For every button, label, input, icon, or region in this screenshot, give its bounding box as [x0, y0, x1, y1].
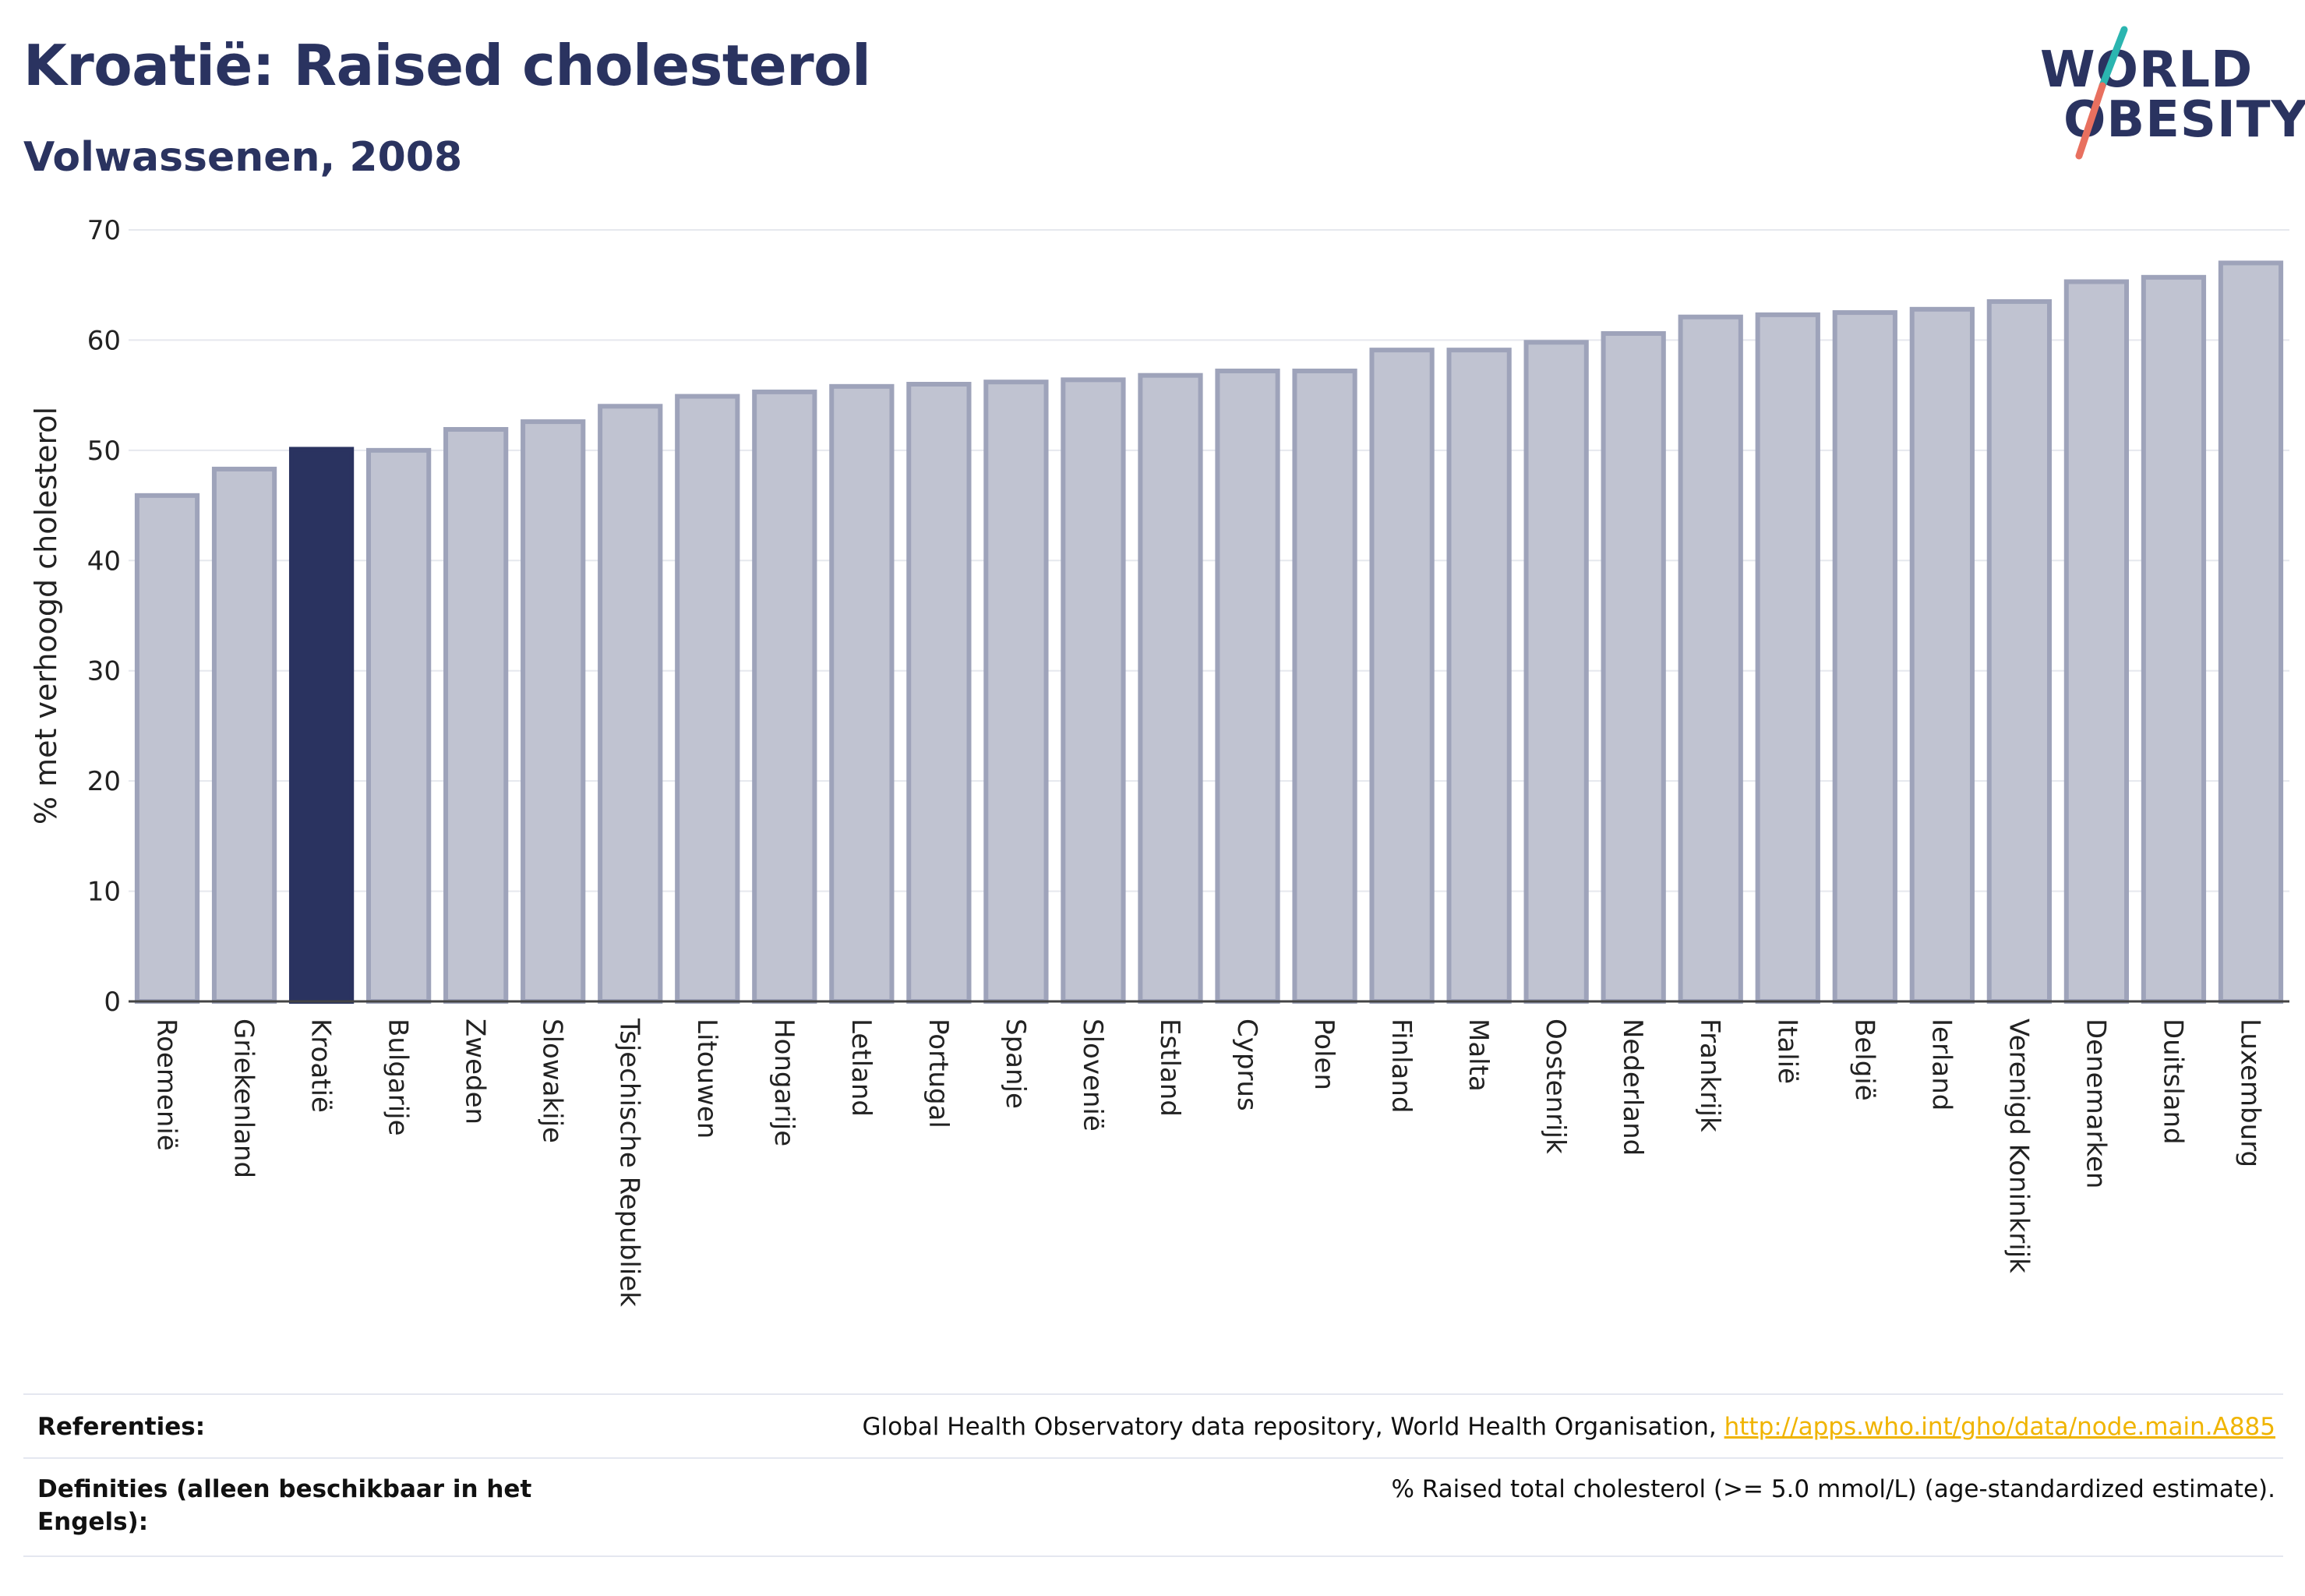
bar — [1369, 348, 1435, 1004]
y-tick-label: 10 — [87, 877, 121, 908]
x-tick-label: Estland — [1154, 1019, 1185, 1117]
y-tick-label: 0 — [104, 987, 121, 1018]
x-tick-label: Duitsland — [2157, 1019, 2188, 1145]
x-tick-label: Verenigd Koninkrijk — [2003, 1019, 2034, 1273]
x-tick-label: Frankrijk — [1694, 1019, 1725, 1132]
page-title: Kroatië: Raised cholesterol — [23, 33, 871, 98]
x-tick-label: Griekenland — [228, 1019, 259, 1178]
bar — [1601, 330, 1666, 1004]
bar — [1215, 369, 1280, 1004]
logo-text-world: WORLD — [2040, 41, 2254, 99]
bar — [2141, 274, 2207, 1005]
references-text: Global Health Observatory data repositor… — [862, 1413, 1717, 1441]
logo-text-obesity: OBESITY — [2063, 91, 2305, 149]
bar — [906, 382, 972, 1004]
bar — [2063, 279, 2130, 1004]
x-tick-label: Portugal — [923, 1019, 954, 1128]
page-subtitle: Volwassenen, 2008 — [23, 134, 463, 181]
bar — [1909, 306, 1975, 1005]
references-value: Global Health Observatory data repositor… — [863, 1411, 2275, 1443]
y-tick-label: 40 — [87, 546, 121, 577]
world-obesity-logo[interactable]: WORLD OBESITY — [2040, 23, 2305, 164]
references-label: Referenties: — [37, 1413, 206, 1441]
definitions-row: Definities (alleen beschikbaar in het En… — [23, 1457, 2283, 1557]
bar — [983, 380, 1049, 1004]
y-tick-label: 30 — [87, 656, 121, 687]
x-tick-label: Spanje — [1000, 1019, 1031, 1109]
x-tick-label: Italië — [1771, 1019, 1802, 1084]
bar — [1678, 314, 1743, 1004]
bar — [211, 466, 277, 1004]
x-tick-label: België — [1848, 1019, 1880, 1101]
x-tick-label: Letland — [845, 1019, 877, 1117]
bar — [675, 394, 740, 1004]
y-tick-label: 60 — [87, 325, 121, 356]
bar — [366, 447, 432, 1005]
bar — [2218, 260, 2284, 1004]
definitions-value: % Raised total cholesterol (>= 5.0 mmol/… — [1391, 1475, 2275, 1503]
bar — [829, 383, 895, 1005]
bar — [1986, 298, 2052, 1004]
y-axis-label: % met verhoogd cholesterol — [29, 407, 63, 824]
references-row: Referenties: Global Health Observatory d… — [23, 1393, 2283, 1459]
bar — [598, 404, 663, 1004]
x-tick-label: Ierland — [1926, 1019, 1957, 1110]
footer-table: Referenties: Global Health Observatory d… — [23, 1393, 2283, 1565]
y-tick-label: 50 — [87, 436, 121, 467]
bar — [1755, 312, 1820, 1004]
bar — [752, 389, 817, 1004]
x-tick-label: Kroatië — [305, 1019, 337, 1113]
bar — [521, 419, 586, 1005]
x-tick-label: Nederland — [1617, 1019, 1648, 1156]
x-tick-label: Oostenrijk — [1540, 1019, 1571, 1154]
x-tick-label: Cyprus — [1231, 1019, 1262, 1111]
x-tick-label: Slovenië — [1077, 1019, 1108, 1132]
bar — [1523, 340, 1589, 1004]
x-tick-label: Malta — [1463, 1019, 1494, 1092]
logo-slash-icon — [2075, 26, 2128, 160]
x-tick-label: Zweden — [460, 1019, 491, 1125]
x-tick-label: Litouwen — [691, 1019, 722, 1139]
axes: 0 10 20 30 40 50 60 70 Roemenië Griekenland Kroati… — [87, 215, 2289, 1307]
x-tick-label: Luxemburg — [2234, 1019, 2265, 1167]
bar — [1446, 348, 1512, 1004]
definitions-label: Definities (alleen beschikbaar in het En… — [37, 1475, 532, 1536]
x-tick-label: Denemarken — [2080, 1019, 2111, 1188]
bar — [1292, 369, 1357, 1004]
x-tick-label: Hongarije — [768, 1019, 800, 1146]
y-tick-label: 20 — [87, 766, 121, 797]
x-tick-label: Bulgarije — [383, 1019, 414, 1136]
bar — [1061, 377, 1126, 1005]
x-tick-label: Polen — [1308, 1019, 1340, 1090]
x-tick-label: Slowakije — [537, 1019, 568, 1143]
x-tick-label: Tsjechische Republiek — [614, 1018, 645, 1307]
y-tick-label: 70 — [87, 215, 121, 246]
bar — [1832, 310, 1897, 1005]
x-tick-label: Finland — [1385, 1019, 1417, 1114]
bar-chart: 0 10 20 30 40 50 60 70 Roemenië Griekenland Kroati… — [29, 215, 2289, 1307]
bar — [288, 447, 355, 1004]
bar — [134, 493, 200, 1005]
bar — [443, 426, 509, 1004]
references-link[interactable]: http://apps.who.int/gho/data/node.main.A… — [1724, 1413, 2275, 1441]
bar — [1138, 373, 1203, 1004]
bars — [134, 260, 2284, 1005]
x-tick-label: Roemenië — [151, 1019, 182, 1151]
